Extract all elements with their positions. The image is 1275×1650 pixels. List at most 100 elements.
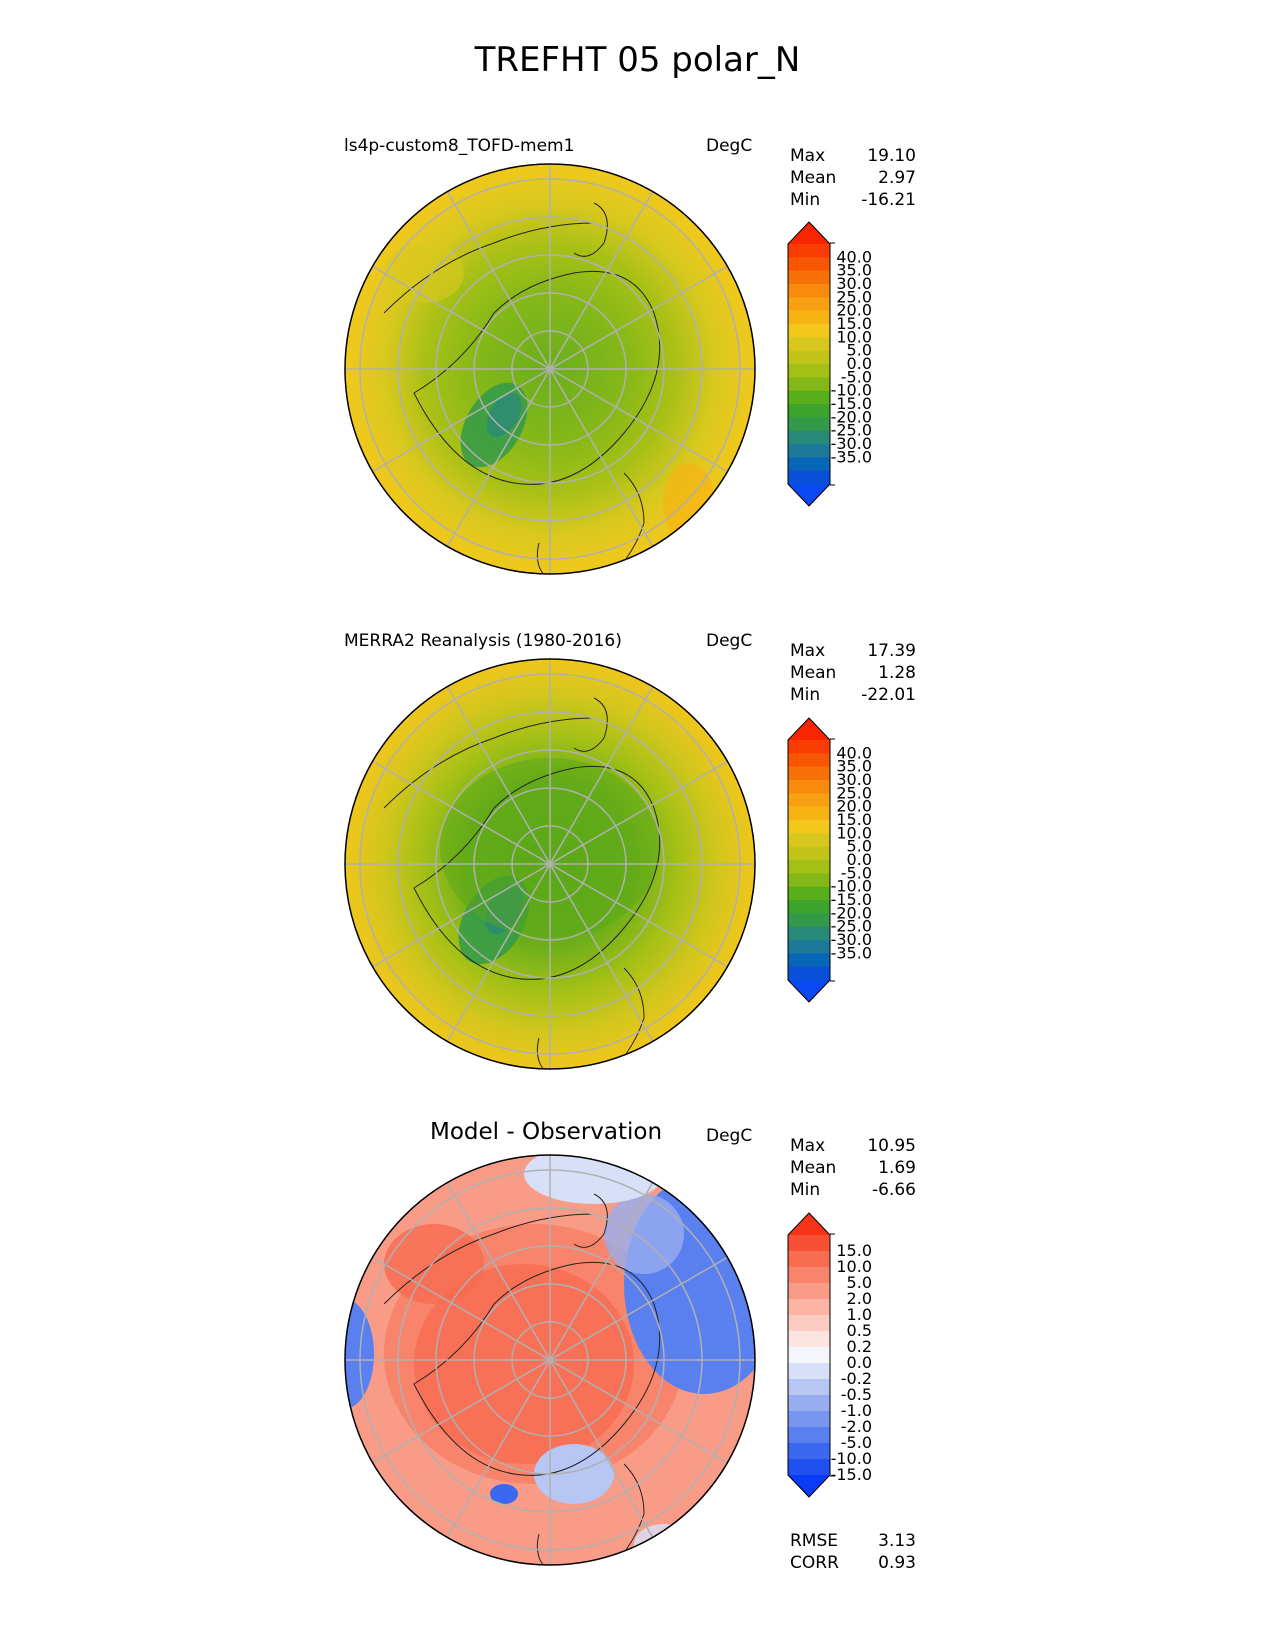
polar-map-model xyxy=(344,163,756,575)
colorbar-segment xyxy=(788,1411,830,1428)
colorbar-segment xyxy=(788,766,830,781)
colorbar-tick-label: 0.5 xyxy=(847,1321,872,1340)
colorbar-segment xyxy=(788,457,830,472)
colorbar-segment xyxy=(788,780,830,794)
colorbar-outline xyxy=(787,717,831,1003)
colorbar-extend-max xyxy=(788,718,830,740)
colorbar-tick-label: 40.0 xyxy=(836,743,872,762)
colorbar-difference: 15.010.05.02.01.00.50.20.0-0.2-0.5-1.0-2… xyxy=(787,1212,872,1498)
colorbar-observation: 40.035.030.025.020.015.010.05.00.0-5.0-1… xyxy=(787,717,872,1003)
metric-row-rmse: RMSE 3.13 xyxy=(790,1531,916,1551)
colorbar-segment xyxy=(788,297,830,312)
figure-title: TREFHT 05 polar_N xyxy=(474,40,801,80)
colorbar-tick-label: 15.0 xyxy=(836,1241,872,1260)
panel-1-stats: Max 19.10 Mean 2.97 Min -16.21 xyxy=(790,145,916,211)
colorbar-tick-label: 5.0 xyxy=(847,1273,872,1292)
colorbar-segment xyxy=(788,860,830,874)
colorbar-segment xyxy=(788,350,830,365)
stat-row-max: Max 10.95 xyxy=(790,1136,916,1156)
colorbar-segment xyxy=(788,913,830,928)
colorbar-segment xyxy=(788,470,830,485)
colorbar-segment xyxy=(788,1331,830,1348)
colorbar-tick-label: 0.2 xyxy=(847,1337,872,1356)
colorbar-tick-label: 15.0 xyxy=(836,314,872,333)
panel-1-title: ls4p-custom8_TOFD-mem1 xyxy=(344,136,575,156)
colorbar-segment xyxy=(788,244,830,258)
colorbar-tick-label: -10.0 xyxy=(831,1449,872,1468)
colorbar-extend-min xyxy=(788,980,830,1002)
colorbar-segment xyxy=(788,310,830,325)
colorbar-tick-label: -20.0 xyxy=(831,903,872,922)
stat-row-max: Max 19.10 xyxy=(790,146,916,166)
metric-row-corr: CORR 0.93 xyxy=(790,1553,916,1573)
colorbar-tick-label: -2.0 xyxy=(841,1417,872,1436)
panel-3-title: Model - Observation xyxy=(430,1119,663,1145)
colorbar-segment xyxy=(788,417,830,432)
colorbar-tick-label: 30.0 xyxy=(836,770,872,789)
colorbar-tick-label: 25.0 xyxy=(836,287,872,306)
colorbar-tick-label: 40.0 xyxy=(836,247,872,266)
colorbar-tick-label: 5.0 xyxy=(847,341,872,360)
colorbar-outline xyxy=(787,1212,831,1498)
colorbar-tick-label: -25.0 xyxy=(831,421,872,440)
colorbar-tick-label: -5.0 xyxy=(841,367,872,386)
colorbar-segment xyxy=(788,1347,830,1364)
colorbar-tick-label: 0.0 xyxy=(847,1353,872,1372)
colorbar-segment xyxy=(788,1251,830,1268)
colorbar-tick-label: -15.0 xyxy=(831,1465,872,1484)
colorbar-segment xyxy=(788,364,830,378)
colorbar-segment xyxy=(788,1315,830,1332)
colorbar-segment xyxy=(788,740,830,754)
colorbar-segment xyxy=(788,257,830,272)
colorbar-segment xyxy=(788,1459,830,1476)
colorbar-segment xyxy=(788,337,830,352)
colorbar-segment xyxy=(788,404,830,418)
colorbar-tick-label: 20.0 xyxy=(836,797,872,816)
panel-2-title: MERRA2 Reanalysis (1980-2016) xyxy=(344,631,622,651)
colorbar-segment xyxy=(788,926,830,941)
panel-3-metrics: RMSE 3.13 CORR 0.93 xyxy=(790,1530,916,1574)
panel-3-stats: Max 10.95 Mean 1.69 Min -6.66 xyxy=(790,1135,916,1201)
stat-row-min: Min -16.21 xyxy=(790,190,916,210)
panel-2-units: DegC xyxy=(706,631,753,651)
colorbar-tick-label: 0.0 xyxy=(847,850,872,869)
colorbar-segment xyxy=(788,377,830,392)
colorbar-segment xyxy=(788,390,830,405)
colorbar-tick-label: 5.0 xyxy=(847,837,872,856)
colorbar-tick-label: -15.0 xyxy=(831,890,872,909)
colorbar-segment xyxy=(788,1267,830,1284)
colorbar-tick-label: -5.0 xyxy=(841,1433,872,1452)
colorbar-segment xyxy=(788,953,830,968)
colorbar-tick-label: 20.0 xyxy=(836,301,872,320)
colorbar-tick-label: 15.0 xyxy=(836,810,872,829)
colorbar-tick-label: -10.0 xyxy=(831,877,872,896)
panel-1-units: DegC xyxy=(706,136,753,156)
colorbar-tick-label: -15.0 xyxy=(831,394,872,413)
polar-map-difference xyxy=(344,1154,756,1566)
colorbar-tick-label: 35.0 xyxy=(836,261,872,280)
colorbar-tick-label: -10.0 xyxy=(831,381,872,400)
colorbar-extend-min xyxy=(788,484,830,506)
colorbar-extend-max xyxy=(788,222,830,244)
colorbar-tick-label: 2.0 xyxy=(847,1289,872,1308)
colorbar-tick-label: 10.0 xyxy=(836,823,872,842)
stat-row-max: Max 17.39 xyxy=(790,641,916,661)
colorbar-segment xyxy=(788,1283,830,1300)
colorbar-tick-label: 25.0 xyxy=(836,783,872,802)
colorbar-segment xyxy=(788,873,830,888)
colorbar-tick-label: -1.0 xyxy=(841,1401,872,1420)
colorbar-segment xyxy=(788,753,830,768)
stat-row-mean: Mean 2.97 xyxy=(790,168,916,188)
colorbar-segment xyxy=(788,1235,830,1252)
colorbar-outline xyxy=(787,221,831,507)
colorbar-segment xyxy=(788,1299,830,1316)
colorbar-tick-label: -35.0 xyxy=(831,447,872,466)
colorbar-segment xyxy=(788,940,830,954)
colorbar-segment xyxy=(788,430,830,445)
colorbar-tick-label: -30.0 xyxy=(831,434,872,453)
polar-map-observation xyxy=(344,658,756,1070)
colorbar-segment xyxy=(788,886,830,901)
stat-row-mean: Mean 1.28 xyxy=(790,663,916,683)
panel-3-units: DegC xyxy=(706,1126,753,1146)
colorbar-model: 40.035.030.025.020.015.010.05.00.0-5.0-1… xyxy=(787,221,872,507)
